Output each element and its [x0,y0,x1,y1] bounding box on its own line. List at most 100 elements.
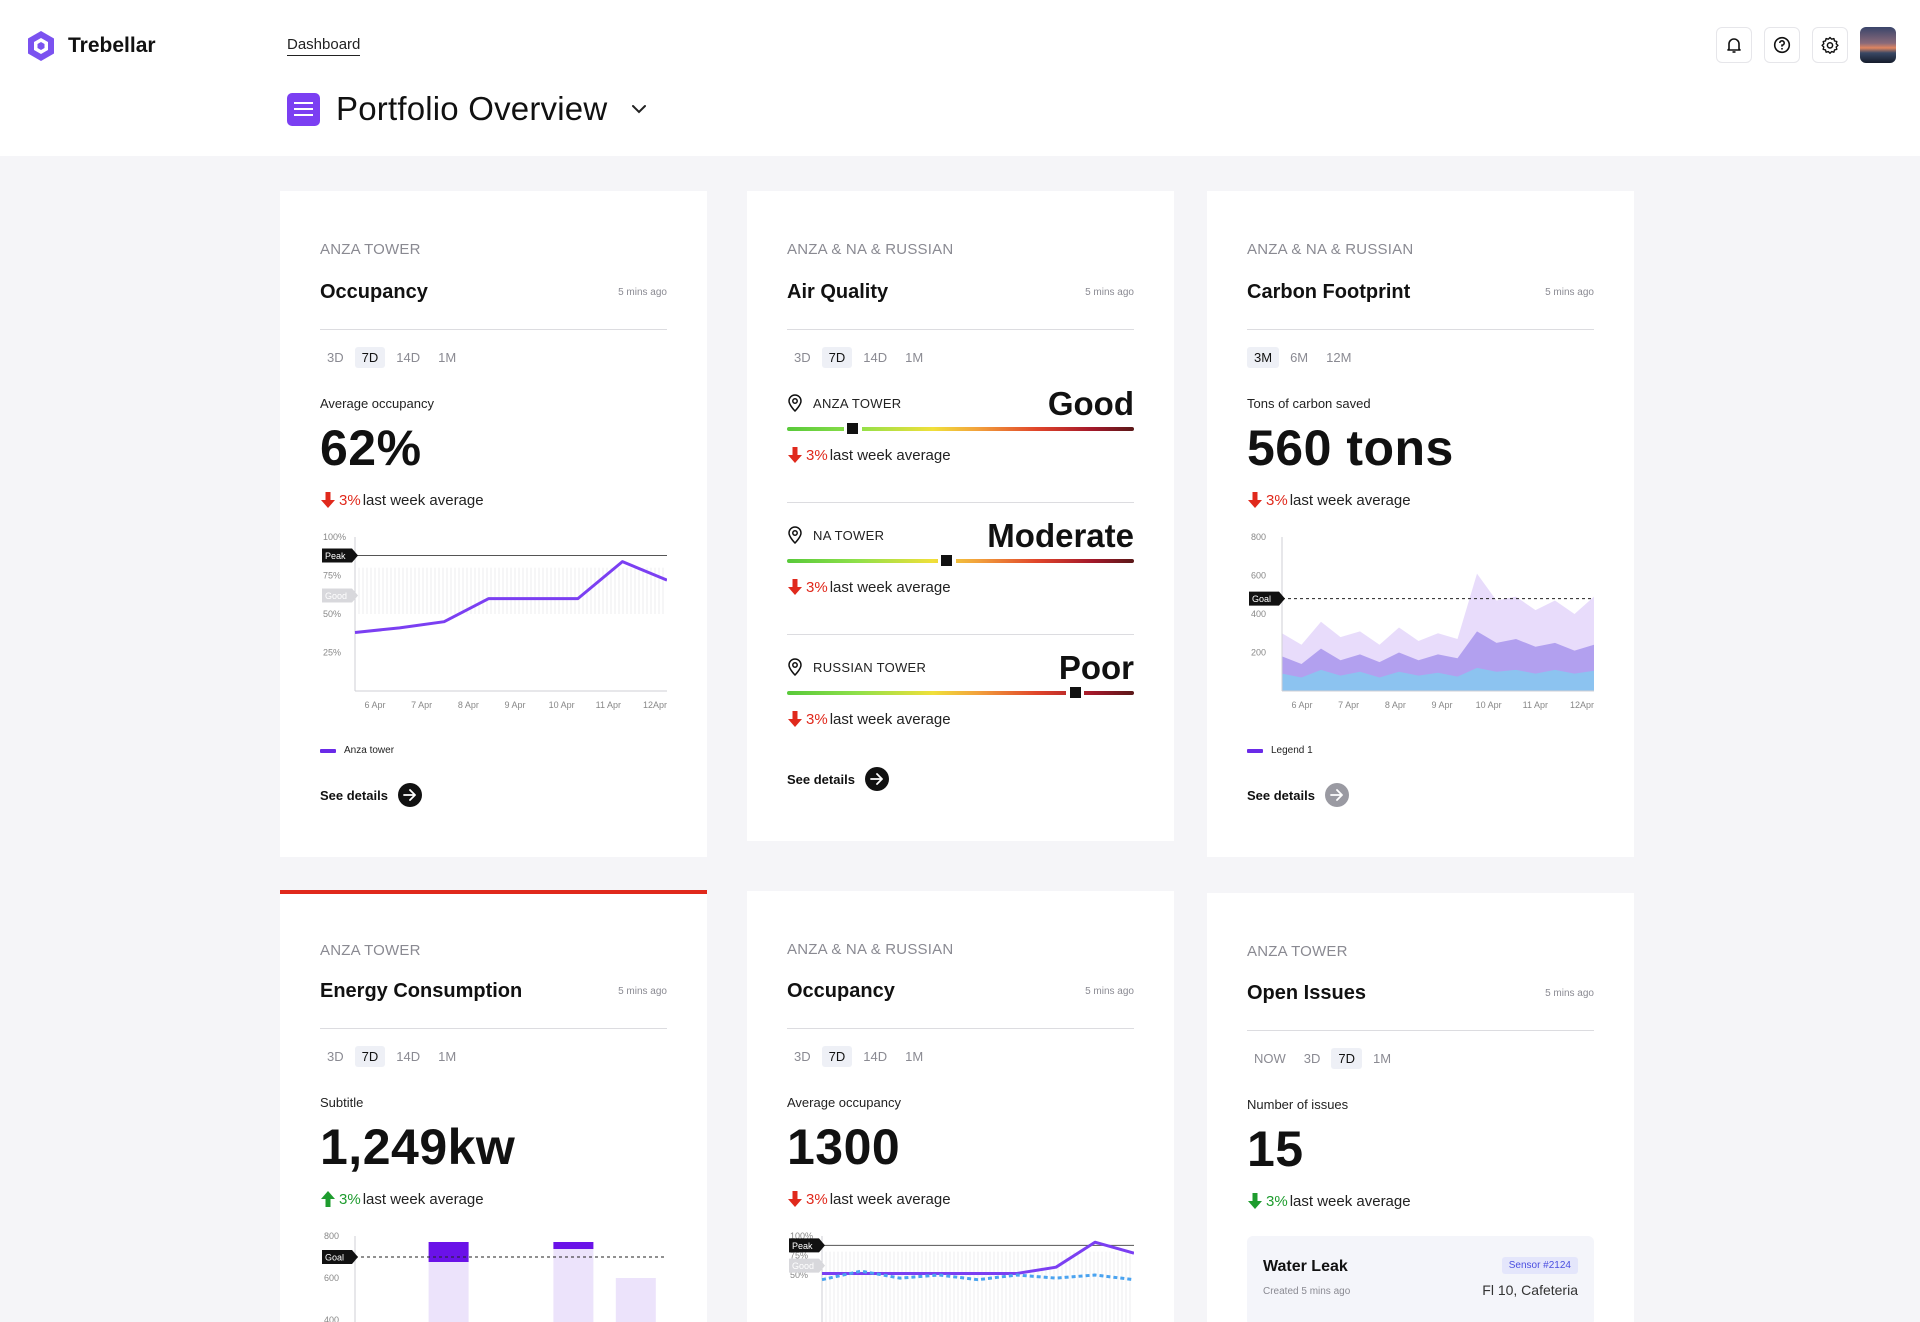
tab-7d[interactable]: 7D [354,1046,386,1067]
y-tick-label: 600 [1251,571,1266,581]
top-header: Trebellar Dashboard Portfolio Overview [0,0,1920,156]
updated-time: 5 mins ago [1085,986,1134,997]
aq-row-anza: ANZA TOWER Good 3% last week average [787,385,1134,481]
tab-3d[interactable]: 3D [327,1049,344,1064]
good-marker-label: Good [792,1261,814,1271]
aq-location-name: ANZA TOWER [813,395,902,411]
y-tick-label: 75% [323,571,341,581]
trend-percent: 3% [806,578,828,596]
tab-7d[interactable]: 7D [821,1046,853,1067]
metric-label: Average occupancy [320,396,434,411]
tab-1m[interactable]: 1M [438,1049,457,1064]
tab-7d[interactable]: 7D [821,347,853,368]
energy-consumption-card: ANZA TOWER Energy Consumption 5 mins ago… [280,890,707,1322]
gear-icon[interactable] [1812,27,1848,63]
arrow-down-icon [320,491,336,509]
legend-label: Legend 1 [1271,745,1313,756]
tab-now[interactable]: NOW [1254,1051,1286,1066]
chevron-down-icon[interactable] [631,104,647,114]
tab-14d[interactable]: 14D [396,350,421,365]
see-details-link[interactable]: See details [787,767,889,791]
metric-value: 560 tons [1247,420,1454,476]
page-title: Portfolio Overview [336,90,608,127]
trend-text: last week average [362,491,484,509]
y-tick-label: 75% [790,1251,808,1261]
time-range-tabs: 3D 7D 14D 1M [787,347,930,368]
tab-7d[interactable]: 7D [1331,1048,1363,1069]
metric-label: Subtitle [320,1095,364,1110]
trend-percent: 3% [339,1190,361,1208]
y-tick-label: 400 [324,1315,339,1322]
x-tick-label: 8 Apr [458,700,479,710]
breadcrumb[interactable]: Dashboard [287,36,361,56]
x-tick-label: 8 Apr [1385,700,1406,710]
tab-12m[interactable]: 12M [1326,350,1352,365]
metric-value: 15 [1247,1121,1304,1177]
bar [553,1242,594,1322]
card-context: ANZA & NA & RUSSIAN [787,241,954,258]
bar [615,1278,656,1322]
y-tick-label: 200 [1251,648,1266,658]
arrow-right-icon [397,783,422,807]
tab-1m[interactable]: 1M [905,1049,924,1064]
occupancy2-line-chart: 100% 75% 50% Peak Good [789,1231,1134,1322]
divider [787,634,1134,635]
trend-indicator: 3% last week average [787,578,951,596]
card-context: ANZA TOWER [320,241,421,258]
see-details-link[interactable]: See details [320,783,422,807]
trend-percent: 3% [1266,491,1288,509]
tab-1m[interactable]: 1M [438,350,457,365]
aq-status: Good [1047,385,1134,422]
tab-3d[interactable]: 3D [794,1049,811,1064]
tab-14d[interactable]: 14D [396,1049,421,1064]
updated-time: 5 mins ago [618,986,667,997]
app-logo[interactable]: Trebellar [26,30,156,62]
peak-marker-label: Peak [325,551,346,561]
avatar[interactable] [1860,27,1896,63]
divider [1247,329,1594,330]
tab-3m[interactable]: 3M [1247,347,1280,368]
metric-value: 1,249kw [320,1119,516,1175]
good-marker-flag [322,588,358,603]
tab-3d[interactable]: 3D [794,350,811,365]
arrow-down-icon [787,578,803,596]
aq-location: NA TOWER [787,526,884,544]
see-details-label: See details [320,787,388,803]
issue-item[interactable]: Water Leak Created 5 mins ago Sensor #21… [1247,1236,1594,1322]
y-tick-label: 600 [324,1273,339,1283]
aq-status: Poor [1058,649,1134,686]
tab-3d[interactable]: 3D [1303,1051,1321,1066]
tab-14d[interactable]: 14D [863,1049,888,1064]
tab-1m[interactable]: 1M [905,350,924,365]
time-range-tabs: 3M 6M 12M [1247,347,1358,368]
trend-percent: 3% [1266,1192,1288,1210]
aq-location: RUSSIAN TOWER [787,658,926,676]
good-marker-flag [789,1258,825,1273]
tab-7d[interactable]: 7D [354,347,386,368]
aq-gauge-bar [787,687,1134,698]
menu-icon[interactable] [287,92,320,126]
y-tick-label: 100% [323,532,346,542]
metric-label: Average occupancy [787,1095,901,1110]
card-context: ANZA & NA & RUSSIAN [1247,241,1414,258]
issue-location: Fl 10, Cafeteria [1482,1282,1578,1298]
tab-14d[interactable]: 14D [863,350,888,365]
tab-3d[interactable]: 3D [327,350,344,365]
time-range-tabs: 3D 7D 14D 1M [320,1046,463,1067]
y-tick-label: 25% [323,648,341,658]
help-icon[interactable] [1764,27,1800,63]
card-title: Occupancy [320,281,428,303]
x-tick-label: 6 Apr [364,700,385,710]
see-details-link[interactable]: See details [1247,783,1349,807]
goal-marker-label: Goal [325,1253,344,1263]
open-issues-card: ANZA TOWER Open Issues 5 mins ago NOW 3D… [1207,893,1634,1322]
tab-1m[interactable]: 1M [1373,1051,1392,1066]
bell-icon[interactable] [1716,27,1752,63]
trend-percent: 3% [806,710,828,728]
metric-label: Tons of carbon saved [1247,396,1371,411]
tab-6m[interactable]: 6M [1290,350,1309,365]
card-title: Open Issues [1247,982,1366,1004]
metric-value: 62% [320,420,422,476]
trend-percent: 3% [339,491,361,509]
trend-indicator: 3% last week average [1247,1192,1411,1210]
